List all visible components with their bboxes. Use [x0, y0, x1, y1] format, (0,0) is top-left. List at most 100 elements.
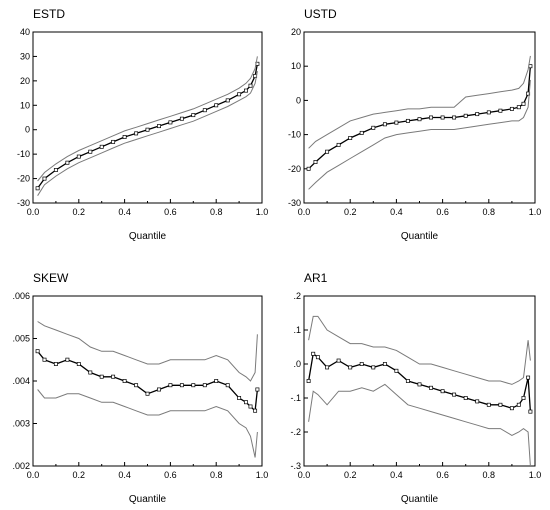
- x-tick-label: 0.2: [344, 207, 357, 217]
- y-tick-label: .004: [12, 376, 30, 386]
- estimate-marker: [248, 83, 253, 88]
- estimate-marker: [145, 127, 150, 132]
- estimate-marker: [521, 101, 526, 106]
- lower-band-line: [37, 389, 258, 458]
- estimate-marker: [214, 379, 219, 383]
- estimate-marker: [35, 349, 40, 354]
- estimate-marker: [394, 368, 399, 373]
- x-tick-label: 0.6: [436, 470, 449, 480]
- estimate-marker: [202, 383, 207, 388]
- x-tick-label: 0.6: [164, 470, 177, 480]
- estimate-marker: [122, 135, 127, 139]
- lower-band-line: [308, 79, 531, 190]
- chart-title: AR1: [304, 271, 328, 285]
- estimate-marker: [336, 358, 341, 363]
- y-tick-label: .005: [12, 334, 30, 344]
- x-tick-label: 0.6: [164, 207, 177, 217]
- estimate-marker: [306, 379, 311, 383]
- estimate-marker: [405, 118, 410, 123]
- estimate-marker: [429, 385, 433, 390]
- y-tick-label: -.1: [290, 393, 301, 403]
- y-tick-label: .006: [12, 291, 30, 301]
- estimate-marker: [42, 357, 47, 362]
- estimate-marker: [382, 122, 387, 127]
- estimate-marker: [325, 149, 330, 154]
- estimate-marker: [122, 379, 127, 383]
- estimate-line: [37, 350, 259, 413]
- estimate-marker: [486, 110, 491, 115]
- y-tick-label: 0: [296, 95, 301, 105]
- y-tick-label: -.3: [290, 461, 301, 471]
- lower-band-line: [308, 383, 531, 467]
- estimate-marker: [191, 383, 196, 388]
- estimate-marker: [359, 362, 364, 366]
- ar1-panel: AR1 -.3 -.2 -.1 .0 .1 .2 0.0 0.2 0.4 0.6 0.8 1.0 Quan…: [290, 271, 541, 505]
- estimate-marker: [417, 117, 422, 122]
- estimate-marker: [255, 387, 260, 392]
- estimate-marker: [463, 113, 468, 118]
- estimate-marker: [440, 115, 445, 120]
- estimate-marker: [179, 383, 184, 388]
- y-tick-label: -.2: [290, 427, 301, 437]
- upper-band-line: [308, 315, 531, 385]
- estimate-marker: [145, 391, 150, 396]
- estimate-marker: [134, 383, 139, 388]
- ustd-panel: USTD -30 -20 -10 0 10 20 0.0 0.2 0.4 0.6 0.8 1.0 Quan…: [288, 7, 541, 242]
- estimate-marker: [516, 105, 521, 110]
- estimate-marker: [440, 389, 445, 394]
- estd-panel: ESTD -30 -20 -10 0 10 20 30 40 0.0 0.2 0.4 0.6 0.8 1.0…: [17, 7, 268, 242]
- estimate-marker: [516, 402, 521, 407]
- estimate-marker: [306, 166, 311, 171]
- estimate-marker: [452, 115, 457, 120]
- estimate-marker: [475, 112, 480, 117]
- y-tick-label: -20: [17, 174, 30, 184]
- estimate-marker: [157, 124, 161, 129]
- estimate-line: [37, 63, 259, 189]
- estimate-marker: [88, 370, 93, 375]
- estimate-marker: [88, 149, 93, 154]
- x-tick-label: 0.2: [73, 470, 86, 480]
- estimate-marker: [509, 106, 514, 111]
- y-tick-label: .003: [12, 419, 30, 429]
- x-tick-label: 0.0: [298, 207, 311, 217]
- estimate-marker: [65, 160, 70, 165]
- y-tick-label: -20: [288, 164, 301, 174]
- chart-title: USTD: [304, 7, 337, 21]
- estimate-marker: [382, 362, 387, 366]
- estimate-marker: [134, 131, 139, 136]
- estimate-marker: [248, 404, 253, 409]
- y-tick-label: 30: [20, 51, 30, 61]
- x-tick-label: 1.0: [529, 207, 542, 217]
- estimate-marker: [244, 88, 248, 93]
- x-tick-label: 0.8: [210, 470, 223, 480]
- estimate-marker: [99, 144, 104, 149]
- estimate-marker: [371, 365, 376, 370]
- y-tick-label: .0: [293, 359, 301, 369]
- estimate-marker: [157, 387, 161, 392]
- estimate-marker: [214, 103, 219, 108]
- chart-title: SKEW: [33, 271, 69, 285]
- estimate-marker: [202, 108, 207, 113]
- estimate-marker: [486, 402, 491, 407]
- y-tick-label: 20: [291, 27, 301, 37]
- y-tick-label: -30: [288, 198, 301, 208]
- y-tick-label: -10: [17, 149, 30, 159]
- estimate-marker: [429, 115, 433, 120]
- estimate-marker: [225, 98, 230, 103]
- estimate-marker: [225, 383, 230, 388]
- estimate-marker: [244, 400, 248, 405]
- x-tick-label: 0.4: [118, 470, 131, 480]
- estimate-marker: [526, 375, 531, 380]
- estimate-marker: [313, 160, 318, 164]
- x-tick-label: 0.8: [210, 207, 223, 217]
- estimate-marker: [53, 362, 58, 366]
- x-axis-label: Quantile: [401, 231, 439, 242]
- upper-band-line: [37, 56, 258, 182]
- estimate-marker: [394, 120, 399, 125]
- y-tick-label: 10: [20, 100, 30, 110]
- upper-band-line: [308, 55, 531, 149]
- upper-band-line: [37, 321, 258, 382]
- estimate-marker: [65, 357, 70, 362]
- lower-band-line: [37, 71, 258, 196]
